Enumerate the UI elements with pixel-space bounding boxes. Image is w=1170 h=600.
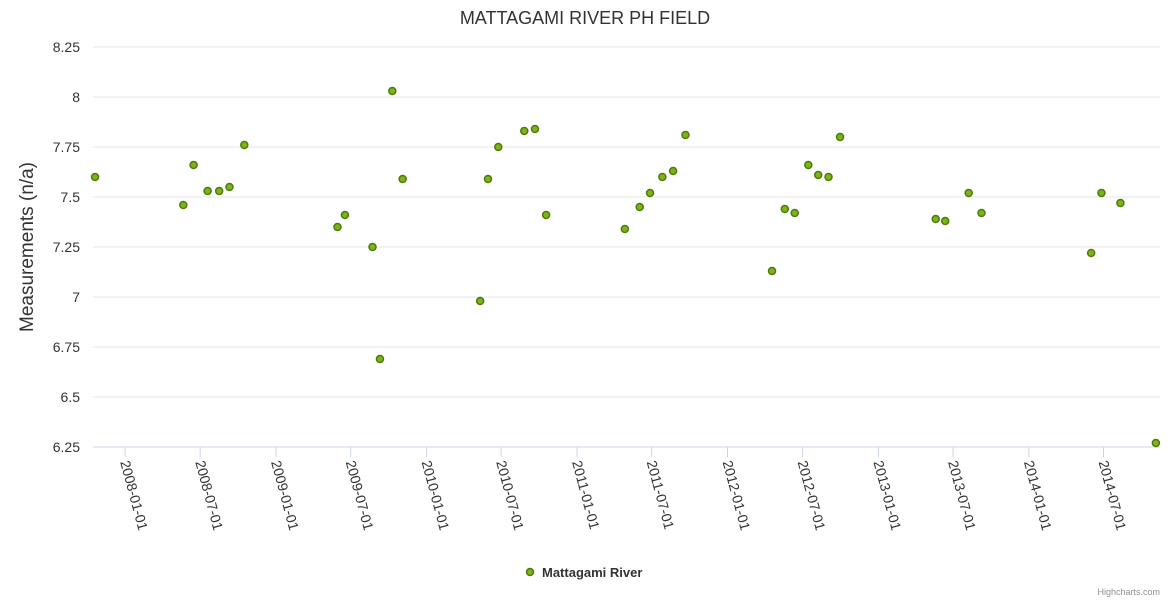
x-tick-label: 2008-07-01 [192,459,226,533]
data-point[interactable] [824,172,833,182]
x-tick-label: 2009-07-01 [343,459,377,533]
x-tick-label: 2010-01-01 [419,459,453,533]
y-tick-label: 6.25 [53,439,80,455]
data-point[interactable] [1086,248,1096,258]
data-point[interactable] [368,242,377,252]
chart-title: MATTAGAMI RIVER PH FIELD [460,8,710,28]
data-point[interactable] [483,174,493,184]
data-point[interactable] [620,224,630,234]
data-point[interactable] [681,130,690,140]
x-tick-label: 2011-01-01 [569,459,603,532]
y-axis-ticks: 6.25 6.5 6.75 7 7.25 7.5 7.75 8 8.25 [53,39,80,455]
data-point[interactable] [804,160,813,170]
data-point[interactable] [333,222,342,232]
x-tick-label: 2014-01-01 [1021,459,1055,533]
data-point[interactable] [520,126,529,136]
y-tick-label: 7.5 [61,189,81,205]
data-point[interactable] [398,174,407,184]
data-point[interactable] [931,214,940,224]
x-tick-label: 2014-07-01 [1096,459,1130,533]
x-tick-label: 2010-07-01 [493,459,527,533]
data-point[interactable] [375,354,385,364]
data-point[interactable] [977,208,986,218]
data-point[interactable] [813,170,823,180]
data-point[interactable] [964,188,973,198]
credits-link[interactable]: Highcharts.com [1097,587,1160,597]
data-point[interactable] [340,210,350,220]
data-point[interactable] [203,186,212,196]
data-point[interactable] [1097,188,1106,198]
y-tick-label: 7 [72,289,80,305]
series-points [90,86,1161,448]
data-point[interactable] [1151,438,1161,448]
data-point[interactable] [790,208,799,218]
data-point[interactable] [645,188,655,198]
data-point[interactable] [780,204,790,214]
x-tick-label: 2013-07-01 [945,459,979,533]
data-point[interactable] [658,172,667,182]
y-axis-label: Measurements (n/a) [17,162,38,332]
data-point[interactable] [767,266,777,276]
data-point[interactable] [1116,198,1125,208]
y-tick-label: 7.75 [53,139,80,155]
legend-marker-icon [525,567,535,577]
legend-label: Mattagami River [542,565,642,580]
data-point[interactable] [179,200,188,210]
data-point[interactable] [240,140,249,150]
legend-item[interactable]: Mattagami River [525,565,643,580]
grid-lines [93,46,1160,398]
data-point[interactable] [541,210,551,220]
data-point[interactable] [494,142,503,152]
data-point[interactable] [835,132,845,142]
y-tick-label: 6.75 [53,339,80,355]
data-point[interactable] [90,172,100,182]
data-point[interactable] [388,86,397,96]
data-point[interactable] [940,216,950,226]
data-point[interactable] [530,124,540,134]
y-tick-label: 8.25 [53,39,80,55]
x-tick-label: 2012-07-01 [795,459,829,533]
y-tick-label: 7.25 [53,239,80,255]
y-tick-label: 8 [72,89,80,105]
data-point[interactable] [668,166,678,176]
data-point[interactable] [189,160,198,170]
data-point[interactable] [635,202,644,212]
data-point[interactable] [214,186,224,196]
x-tick-label: 2012-01-01 [720,459,754,533]
y-tick-label: 6.5 [61,389,81,405]
data-point[interactable] [225,182,234,192]
x-tick-label: 2011-07-01 [644,459,678,532]
x-tick-label: 2009-01-01 [268,459,302,533]
x-tick-label: 2013-01-01 [871,459,905,533]
x-tick-label: 2008-01-01 [117,459,151,533]
x-axis-ticks: 2008-01-01 2008-07-01 2009-01-01 2009-07-01… [117,447,1130,533]
data-point[interactable] [475,296,485,306]
